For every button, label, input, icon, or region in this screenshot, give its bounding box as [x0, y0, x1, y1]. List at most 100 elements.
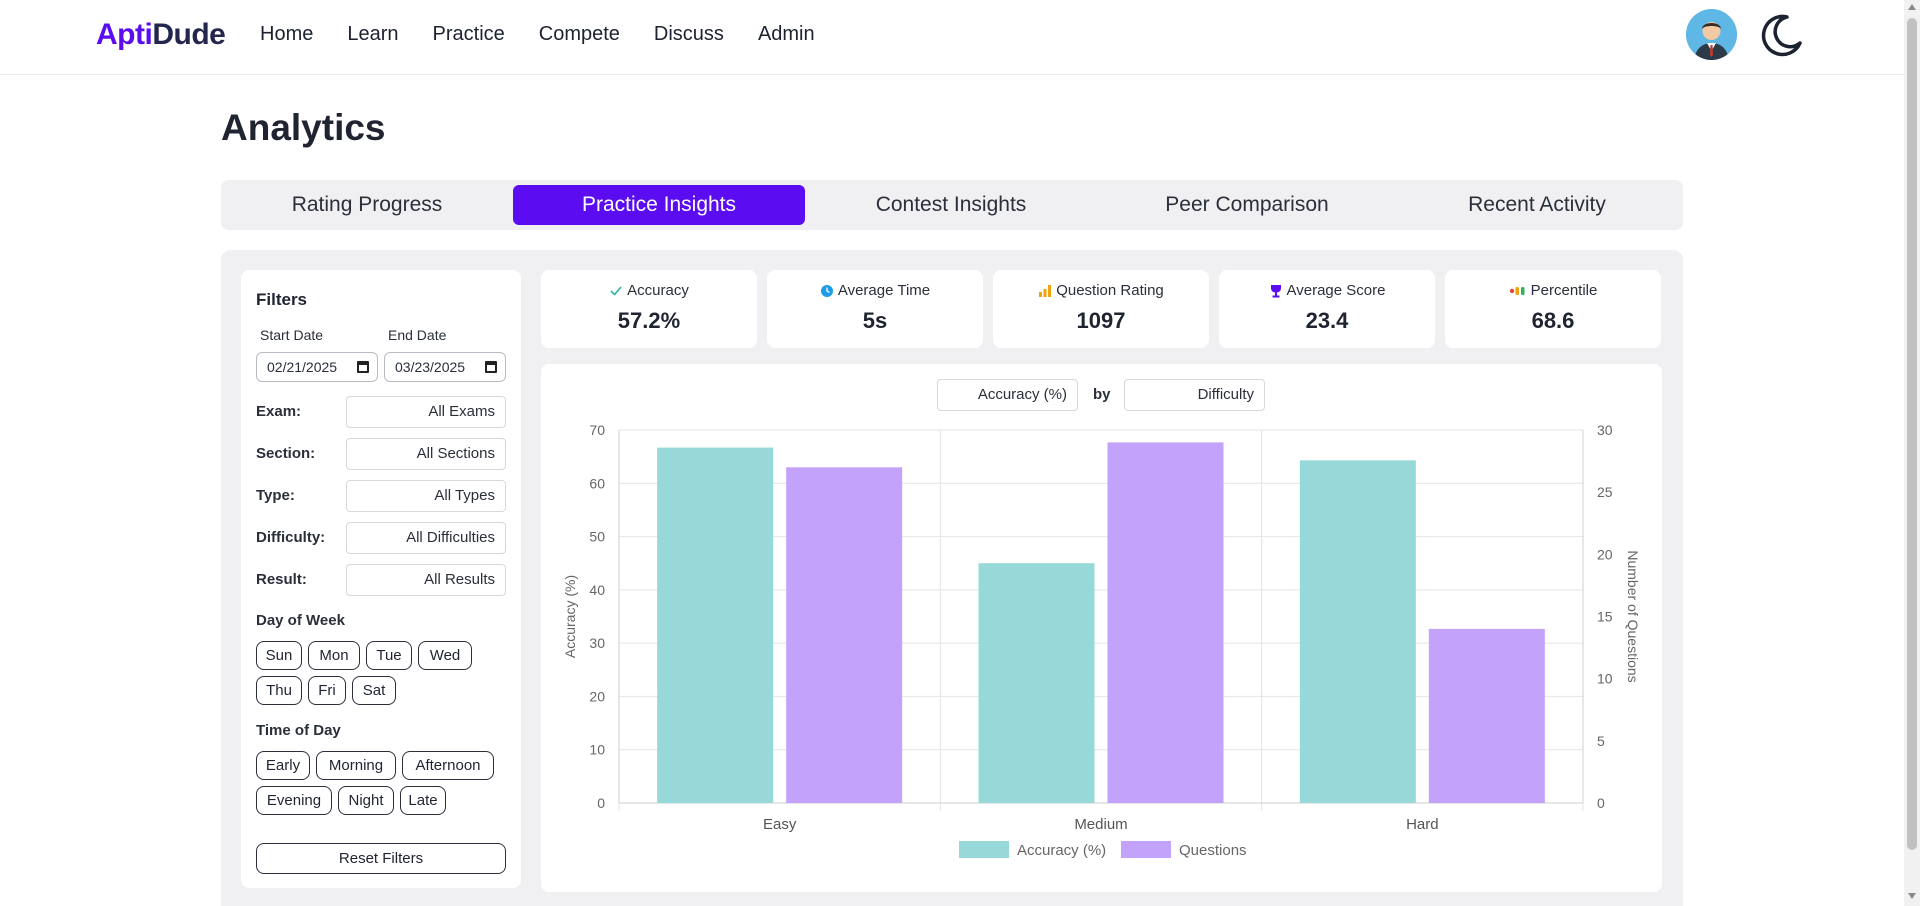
- y2-tick-label: 10: [1597, 671, 1613, 687]
- day-chip-fri[interactable]: Fri: [308, 676, 346, 705]
- day-chip-tue[interactable]: Tue: [366, 641, 412, 670]
- reset-filters-button[interactable]: Reset Filters: [256, 843, 506, 874]
- stat-card-average-time: Average Time 5s: [767, 270, 983, 348]
- end-date-input[interactable]: 03/23/2025: [384, 352, 506, 382]
- page-scrollbar[interactable]: [1904, 0, 1920, 906]
- result-select[interactable]: All Results: [346, 564, 506, 596]
- legend-swatch-questions: [1121, 841, 1171, 858]
- stat-label: Average Score: [1286, 282, 1386, 299]
- day-of-week-label: Day of Week: [256, 612, 345, 629]
- tab-peer-comparison[interactable]: Peer Comparison: [1165, 193, 1329, 216]
- page-title: Analytics: [221, 107, 386, 148]
- group-by-select[interactable]: Difficulty: [1124, 379, 1265, 411]
- y-tick-label: 50: [589, 529, 605, 545]
- day-chip-mon[interactable]: Mon: [308, 641, 360, 670]
- time-chip-night[interactable]: Night: [338, 786, 394, 815]
- type-select[interactable]: All Types: [346, 480, 506, 512]
- result-label: Result:: [256, 571, 307, 588]
- clock-icon: [820, 285, 833, 298]
- y2-tick-label: 30: [1597, 422, 1613, 438]
- bar-questions: [1428, 628, 1545, 803]
- start-date-input[interactable]: 02/21/2025: [256, 352, 378, 382]
- time-chip-afternoon[interactable]: Afternoon: [402, 751, 494, 780]
- stat-value: 1097: [1076, 308, 1126, 333]
- scroll-thumb[interactable]: [1907, 18, 1917, 850]
- stat-label: Question Rating: [1056, 282, 1164, 299]
- time-chip-morning[interactable]: Morning: [316, 751, 396, 780]
- tab-recent-activity[interactable]: Recent Activity: [1468, 193, 1606, 216]
- avatar[interactable]: [1686, 9, 1737, 60]
- stat-value: 68.6: [1531, 308, 1575, 333]
- y-tick-label: 0: [597, 795, 605, 811]
- stat-label: Accuracy: [627, 282, 689, 299]
- accuracy-by-difficulty-chart: 0 10 20 30 40 50 60 70 0 5 10 15 20 25 30 Easy Medium Har…: [562, 422, 1641, 859]
- y2-tick-label: 20: [1597, 546, 1613, 562]
- stat-card-percentile: Percentile 68.6: [1445, 270, 1661, 348]
- nav-discuss[interactable]: Discuss: [653, 23, 724, 45]
- dots-icon: [1509, 287, 1525, 296]
- y-tick-label: 60: [589, 475, 605, 491]
- user-avatar-icon: [1686, 9, 1737, 60]
- type-label: Type:: [256, 487, 295, 504]
- legend-label-accuracy: Accuracy (%): [1017, 842, 1106, 859]
- calendar-icon[interactable]: [357, 361, 369, 373]
- brand-logo[interactable]: AptiDude: [96, 18, 226, 52]
- filters-card: Filters Start Date End Date 02/21/2025 0…: [241, 270, 521, 888]
- nav-practice[interactable]: Practice: [432, 23, 505, 45]
- bar-questions: [1107, 442, 1224, 803]
- day-chip-thu[interactable]: Thu: [256, 676, 302, 705]
- nav-learn[interactable]: Learn: [347, 23, 399, 45]
- tab-contest-insights[interactable]: Contest Insights: [875, 193, 1027, 216]
- y-axis-title: Accuracy (%): [562, 575, 578, 658]
- time-chip-early[interactable]: Early: [256, 751, 310, 780]
- legend-label-questions: Questions: [1179, 842, 1247, 859]
- scroll-down-arrow-icon[interactable]: [1908, 893, 1916, 899]
- stat-value: 23.4: [1305, 308, 1349, 333]
- difficulty-label: Difficulty:: [256, 529, 326, 546]
- start-date-label: Start Date: [260, 327, 324, 343]
- filters-title: Filters: [256, 290, 308, 309]
- moon-icon[interactable]: [1757, 11, 1805, 59]
- nav-compete[interactable]: Compete: [538, 23, 620, 45]
- stat-label: Average Time: [837, 282, 931, 299]
- y-tick-label: 70: [589, 422, 605, 438]
- y-tick-label: 40: [589, 582, 605, 598]
- calendar-icon[interactable]: [485, 361, 497, 373]
- y2-tick-label: 15: [1597, 609, 1613, 625]
- section-select[interactable]: All Sections: [346, 438, 506, 470]
- bar-chart-icon: [1039, 285, 1052, 298]
- by-label: by: [1093, 386, 1111, 403]
- difficulty-select[interactable]: All Difficulties: [346, 522, 506, 554]
- legend-swatch-accuracy: [959, 841, 1009, 858]
- stat-label: Percentile: [1530, 282, 1598, 299]
- end-date-value: 03/23/2025: [395, 359, 466, 375]
- stat-card-accuracy: Accuracy 57.2%: [541, 270, 757, 348]
- day-chip-sun[interactable]: Sun: [256, 641, 302, 670]
- y2-tick-label: 25: [1597, 484, 1613, 500]
- nav-home[interactable]: Home: [260, 23, 314, 45]
- y-tick-label: 30: [589, 635, 605, 651]
- time-chip-late[interactable]: Late: [400, 786, 446, 815]
- y-tick-label: 20: [589, 688, 605, 704]
- y2-axis-title: Number of Questions: [1625, 550, 1641, 682]
- scroll-up-arrow-icon[interactable]: [1908, 4, 1916, 10]
- exam-select[interactable]: All Exams: [346, 396, 506, 428]
- x-tick-label: Easy: [763, 816, 797, 833]
- start-date-value: 02/21/2025: [267, 359, 338, 375]
- nav-admin[interactable]: Admin: [757, 23, 815, 45]
- bar-accuracy: [978, 563, 1095, 803]
- stat-value: 57.2%: [617, 308, 681, 333]
- section-label: Section:: [256, 445, 316, 462]
- x-tick-label: Hard: [1406, 816, 1439, 833]
- time-chip-evening[interactable]: Evening: [256, 786, 332, 815]
- y2-tick-label: 0: [1597, 795, 1605, 811]
- brand-part-2: Dude: [152, 18, 226, 51]
- bar-accuracy: [1299, 460, 1416, 803]
- tab-rating-progress[interactable]: Rating Progress: [291, 193, 443, 216]
- day-chip-sat[interactable]: Sat: [352, 676, 396, 705]
- metric-select[interactable]: Accuracy (%): [937, 379, 1078, 411]
- nav-links: Home Learn Practice Compete Discuss Admi…: [260, 23, 849, 46]
- tab-practice-insights[interactable]: Practice Insights: [513, 185, 805, 225]
- day-chip-wed[interactable]: Wed: [418, 641, 472, 670]
- stat-card-question-rating: Question Rating 1097: [993, 270, 1209, 348]
